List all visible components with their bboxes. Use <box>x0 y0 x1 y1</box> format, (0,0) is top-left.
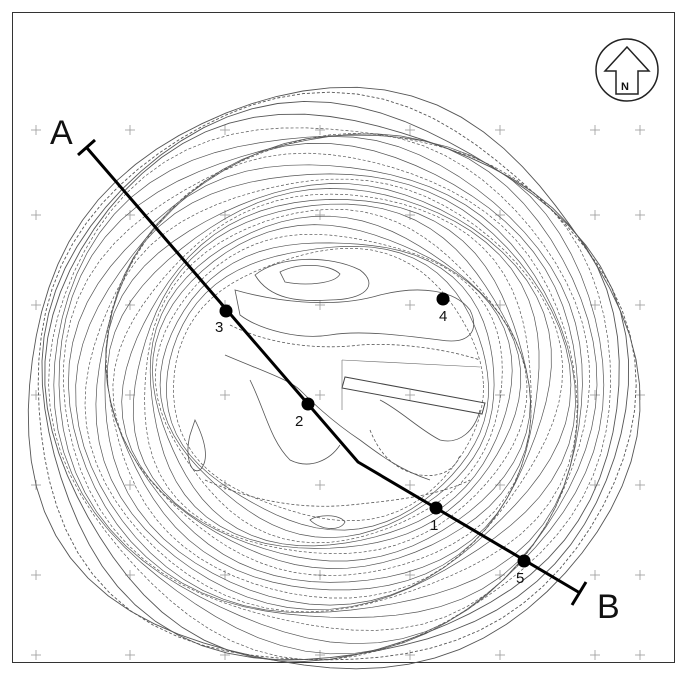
point-5-marker <box>517 554 531 568</box>
contour-lines <box>27 86 641 670</box>
section-start-label: A <box>50 114 73 152</box>
contour-ring <box>121 199 532 569</box>
contour-ring <box>144 208 528 554</box>
map-frame <box>12 12 675 663</box>
contour-ring <box>53 134 605 655</box>
contour-ring <box>107 188 540 583</box>
interior-contour <box>234 289 475 342</box>
point-4-label: 4 <box>439 308 447 325</box>
section-end-tick <box>570 581 588 606</box>
sample-points: 3 2 4 1 5 <box>215 292 531 587</box>
contour-ring <box>68 136 583 618</box>
contour-ring <box>37 91 637 661</box>
contour-ring <box>104 173 572 606</box>
interior-contour <box>224 354 431 481</box>
point-3-label: 3 <box>215 319 223 336</box>
contour-ring <box>152 224 513 547</box>
section-start-tick <box>77 138 96 157</box>
interior-contour <box>254 258 370 301</box>
contour-ring <box>95 164 576 610</box>
interior-contour <box>379 399 481 442</box>
grid-crosses <box>31 125 645 660</box>
contour-ring <box>149 215 522 549</box>
contour-ring <box>48 127 611 660</box>
contour-ring <box>155 233 503 544</box>
point-1-marker <box>429 501 443 515</box>
contour-ring <box>173 247 484 522</box>
section-line-a-b: A B <box>50 114 620 626</box>
contour-ring <box>58 133 598 645</box>
contour-ring <box>41 100 629 661</box>
interior-contour <box>204 479 471 507</box>
contour-ring <box>166 245 489 531</box>
contour-ring <box>132 203 531 562</box>
point-5-label: 5 <box>516 570 524 587</box>
contour-ring <box>44 113 620 662</box>
section-end-label: B <box>597 588 620 626</box>
contour-ring <box>112 193 532 577</box>
interior-contour <box>309 515 346 529</box>
interior-contour <box>279 265 341 285</box>
contour-ring <box>63 132 590 631</box>
contour-ring <box>75 143 579 614</box>
north-arrow-icon: N <box>595 38 659 102</box>
point-2-label: 2 <box>295 413 303 430</box>
interior-contours <box>187 258 481 529</box>
interior-contour <box>249 379 341 465</box>
north-label: N <box>621 81 629 93</box>
point-1-label: 1 <box>430 517 438 534</box>
interior-contour <box>229 324 481 361</box>
point-2-marker <box>301 397 315 411</box>
point-4-marker <box>436 292 450 306</box>
rectangular-structure <box>341 359 486 415</box>
interior-contour <box>369 429 461 477</box>
contour-ring <box>105 183 552 591</box>
contour-ring <box>159 242 495 539</box>
contour-ring <box>27 86 641 670</box>
point-3-marker <box>219 304 233 318</box>
interior-contour <box>187 418 206 472</box>
